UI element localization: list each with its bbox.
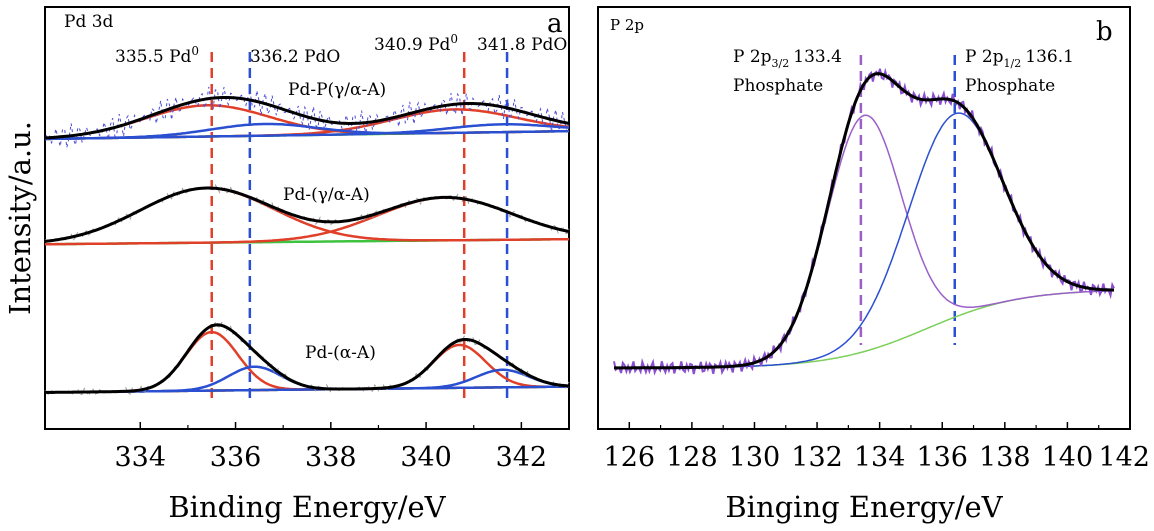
panel-a-reference-label: 336.2 PdO [250, 47, 340, 67]
panel-b-x-axis-label: Binging Energy/eV [725, 490, 1003, 524]
raw-data-curve [44, 86, 570, 148]
panel-b-title: P 2p [610, 16, 644, 34]
panel-a-y-axis-label: Intensity/a.u. [3, 121, 37, 315]
panel-b-raw-data-curve [613, 67, 1115, 376]
panel-a-reference-label: 341.8 PdO [477, 35, 567, 55]
panel-b-frame [597, 6, 1131, 430]
panel-b-reference-label: P 2p3/2 133.4 [733, 47, 842, 70]
panel-a-reference-label: 340.9 Pd0 [374, 32, 458, 55]
panel-a-label: a [547, 9, 563, 39]
panel-b-x-tick-label: 134 [854, 442, 906, 473]
panel-a-reference-label: 335.5 Pd0 [115, 44, 199, 67]
panel-a-x-tick-label: 340 [400, 442, 452, 473]
panel-b-background-curve [614, 289, 1115, 369]
panel-b-x-tick-label: 132 [791, 442, 843, 473]
panel-b-x-tick-label: 136 [916, 442, 968, 473]
panel-b-x-tick-label: 126 [604, 442, 656, 473]
panel-a-x-axis-label: Binding Energy/eV [168, 490, 446, 524]
spectrum-label: Pd-(α-A) [305, 343, 376, 363]
panel-b-x-tick-label: 140 [1042, 442, 1094, 473]
panel-b-reference-sublabel: Phosphate [733, 76, 823, 96]
panel-a: 334 336 338 340 342 Pd 3d a 335.5 Pd0 336.2 P… [3, 6, 570, 524]
panel-a-x-tick-label: 334 [114, 442, 166, 473]
spectrum-label: Pd-(γ/α-A) [283, 185, 370, 205]
panel-b-envelope-curve [614, 72, 1115, 370]
panel-b-x-tick-label: 138 [979, 442, 1031, 473]
envelope-curve [44, 96, 570, 140]
panel-b-x-tick-label: 130 [729, 442, 781, 473]
spectrum-label: Pd-P(γ/α-A) [288, 80, 386, 100]
panel-b-fitted-component [614, 112, 1115, 369]
panel-b-reference-label: P 2p1/2 136.1 [965, 47, 1074, 70]
panel-a-x-tick-label: 342 [496, 442, 548, 473]
panel-b-label: b [1096, 17, 1113, 47]
panel-b-x-tick-label: 142 [1098, 442, 1150, 473]
panel-a-title: Pd 3d [64, 12, 114, 32]
panel-b-reference-sublabel: Phosphate [965, 76, 1055, 96]
panel-a-x-tick-label: 338 [305, 442, 357, 473]
envelope-curve [45, 323, 570, 394]
fitted-component-pdo [45, 368, 570, 394]
panel-a-frame [44, 6, 570, 430]
panel-a-x-tick-label: 336 [210, 442, 262, 473]
envelope-curve [44, 186, 570, 243]
panel-b-x-tick-label: 128 [666, 442, 718, 473]
fitted-component-pdo [44, 123, 570, 141]
panel-b-fitted-component [614, 114, 1115, 369]
panel-b: 126 128 130 132 134 136 138 140 142 P 2p b P 2p3… [597, 6, 1150, 524]
